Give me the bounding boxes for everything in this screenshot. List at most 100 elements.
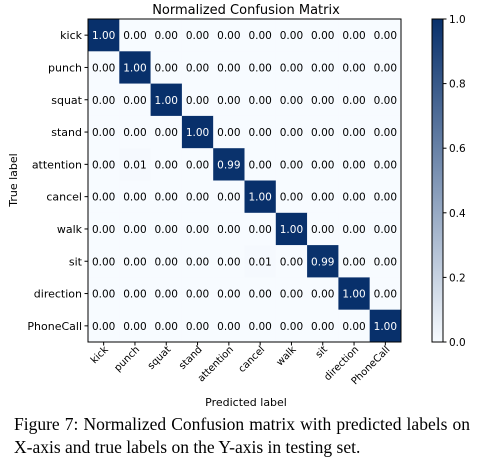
cell-stand-PhoneCall (369, 115, 402, 149)
cell-PhoneCall-kick (88, 309, 120, 343)
cell-value-label: 0.00 (248, 159, 271, 171)
cell-value-label: 0.00 (155, 224, 178, 236)
cell-attention-direction (338, 148, 370, 181)
cell-sit-squat (150, 245, 183, 278)
cell-value-label: 1.00 (248, 192, 271, 204)
cell-value-label: 0.00 (217, 192, 240, 204)
cell-PhoneCall-cancel (244, 309, 276, 343)
cell-value-label: 0.00 (374, 159, 397, 171)
y-tick-label-PhoneCall: PhoneCall (27, 320, 82, 333)
cell-value-label: 0.00 (92, 256, 115, 268)
cell-value-label: 0.00 (217, 224, 240, 236)
cell-sit-PhoneCall (369, 245, 402, 278)
cell-value-label: 0.00 (280, 289, 303, 301)
cell-stand-kick (88, 115, 120, 149)
cell-walk-cancel (244, 212, 276, 246)
cell-value-label: 0.00 (342, 321, 365, 333)
cell-value-label: 0.99 (311, 256, 334, 268)
cell-punch-direction (338, 51, 370, 84)
y-tick-label-sit: sit (69, 255, 83, 268)
cell-cancel-stand (181, 180, 214, 213)
cell-value-label: 0.00 (186, 30, 209, 42)
cell-cancel-squat (150, 180, 183, 213)
cell-value-label: 0.00 (374, 256, 397, 268)
cell-value-label: 0.00 (342, 62, 365, 74)
y-tick-label-direction: direction (34, 288, 82, 301)
cell-attention-kick (88, 148, 120, 181)
cell-value-label: 0.00 (92, 321, 115, 333)
cell-value-label: 0.00 (342, 30, 365, 42)
cell-value-label: 0.00 (280, 192, 303, 204)
cell-sit-walk (275, 245, 308, 278)
cell-PhoneCall-punch (119, 309, 151, 343)
cell-value-label: 0.00 (248, 224, 271, 236)
cell-value-label: 0.00 (155, 62, 178, 74)
cell-punch-walk (275, 51, 308, 84)
cell-stand-attention (213, 115, 245, 149)
cell-value-label: 0.99 (217, 159, 240, 171)
cell-squat-attention (213, 83, 245, 117)
cell-PhoneCall-squat (150, 309, 183, 343)
cell-squat-direction (338, 83, 370, 117)
cell-attention-walk (275, 148, 308, 181)
cell-PhoneCall-attention (213, 309, 245, 343)
cell-walk-kick (88, 212, 120, 246)
cell-value-label: 0.00 (186, 62, 209, 74)
cell-value-label: 0.00 (186, 289, 209, 301)
cell-value-label: 0.00 (155, 192, 178, 204)
colorbar-tick-label: 0.2 (449, 272, 466, 284)
cell-kick-sit (307, 19, 339, 52)
cell-value-label: 0.00 (280, 30, 303, 42)
cell-punch-cancel (244, 51, 276, 84)
cell-stand-direction (338, 115, 370, 149)
cell-squat-punch (119, 83, 151, 117)
cell-squat-PhoneCall (369, 83, 402, 117)
cell-stand-squat (150, 115, 183, 149)
cell-value-label: 0.00 (92, 159, 115, 171)
cell-value-label: 1.00 (123, 62, 146, 74)
cell-direction-direction (338, 277, 370, 310)
cell-value-label: 0.00 (280, 256, 303, 268)
cell-kick-attention (213, 19, 245, 52)
cell-value-label: 0.00 (123, 30, 146, 42)
cell-punch-sit (307, 51, 339, 84)
cell-value-label: 0.00 (92, 224, 115, 236)
cell-value-label: 0.00 (311, 95, 334, 107)
y-tick-label-attention: attention (32, 158, 82, 171)
cell-value-label: 0.00 (155, 321, 178, 333)
cell-value-label: 0.00 (311, 30, 334, 42)
cell-value-label: 0.00 (123, 95, 146, 107)
cell-direction-stand (181, 277, 214, 310)
cell-value-label: 0.00 (123, 256, 146, 268)
x-tick-label-punch: punch (112, 344, 142, 374)
cell-value-label: 0.00 (92, 289, 115, 301)
figure-caption: Figure 7: Normalized Confusion matrix wi… (14, 414, 470, 457)
y-tick-label-punch: punch (48, 61, 82, 74)
cell-PhoneCall-direction (338, 309, 370, 343)
cell-value-label: 0.00 (217, 30, 240, 42)
cell-value-label: 0.00 (374, 224, 397, 236)
cell-PhoneCall-PhoneCall (369, 309, 402, 343)
cell-punch-kick (88, 51, 120, 84)
cell-stand-stand (181, 115, 214, 149)
cell-value-label: 0.00 (186, 95, 209, 107)
cell-value-label: 0.00 (248, 289, 271, 301)
y-axis-ticks: kick punch squat stand attention cancel walk si… (27, 29, 88, 333)
cell-cancel-walk (275, 180, 308, 213)
cell-kick-direction (338, 19, 370, 52)
cell-attention-attention (213, 148, 245, 181)
cell-value-label: 0.00 (342, 95, 365, 107)
cell-value-label: 0.00 (374, 289, 397, 301)
cell-direction-PhoneCall (369, 277, 402, 310)
x-tick-label-walk: walk (275, 344, 299, 368)
cell-stand-cancel (244, 115, 276, 149)
cell-value-label: 0.00 (123, 224, 146, 236)
cell-value-label: 0.00 (92, 192, 115, 204)
cell-value-label: 0.00 (248, 127, 271, 139)
y-tick-label-cancel: cancel (46, 191, 82, 204)
colorbar-tick-label: 0.0 (449, 337, 466, 349)
cell-attention-cancel (244, 148, 276, 181)
chart-title: Normalized Confusion Matrix (152, 3, 340, 18)
cell-sit-punch (119, 245, 151, 278)
